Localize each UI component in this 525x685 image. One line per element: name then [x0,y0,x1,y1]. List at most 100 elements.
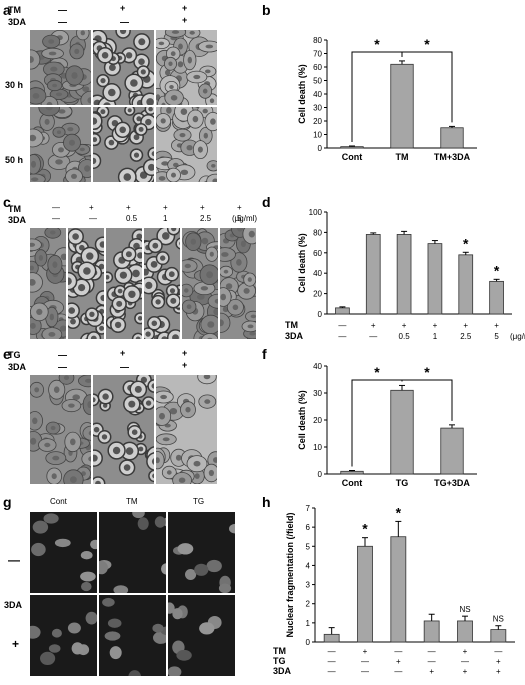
micrograph-image [29,511,98,594]
y-tick-label: 6 [306,523,311,532]
row-value: — [428,657,436,666]
row-value: — [338,321,346,330]
panel-c-row-3da-label: 3DA [8,215,27,225]
bar [440,127,464,149]
micrograph-image [98,511,167,594]
panel-c-header-value: 1 [163,214,168,223]
row-value: — [361,657,369,666]
panel-c-row-tm-label: TM [8,204,21,214]
y-tick-label: 3 [306,581,311,590]
row-label: TM [273,646,286,656]
row-value: + [402,321,407,330]
panel-a-tm-val: + [120,3,126,13]
bar [427,243,443,315]
bar [390,536,407,643]
row-value: — [369,332,377,341]
row-label: TM [285,320,298,330]
chart-f: 0 10 20 30 40 Cell death (%) Cont TG TG+3DA * * [297,362,477,488]
bar [440,427,464,475]
y-tick-label: 1 [306,619,311,628]
micrograph-image [98,594,167,677]
category-label: Cont [342,152,363,162]
row-value: + [496,667,501,676]
significance-annotation: NS [459,605,470,614]
micrograph-image [29,29,92,106]
row-value: 5 [494,332,499,341]
significance-star: * [374,36,380,52]
row-value: — [328,647,336,656]
y-tick-label: 60 [313,63,322,72]
panel-c-header-value: + [237,203,242,212]
row-value: + [463,321,468,330]
y-tick-label: 0 [318,310,323,319]
micrograph-image [67,227,105,340]
y-tick-label: 60 [313,249,322,258]
y-tick-label: 50 [313,77,322,86]
y-tick-label: 7 [306,504,311,513]
significance-bracket [401,379,453,421]
row-value: + [363,647,368,656]
panel-label-c: c [3,194,11,210]
panel-c-header-value: — [52,214,60,223]
y-tick-label: 70 [313,50,322,59]
panel-g-row-plus: + [12,637,20,651]
micrograph-image [92,374,155,485]
row-value: — [328,657,336,666]
row-value: — [328,667,336,676]
panel-g-row-3da: 3DA [4,600,23,610]
row-value: + [429,667,434,676]
y-tick-label: 40 [313,269,322,278]
bar [490,629,507,643]
y-tick-label: 100 [309,208,323,217]
panel-label-g: g [3,494,12,510]
panel-a-3da-val: — [58,17,67,27]
panel-c-header-value: 0.5 [126,214,138,223]
row-value: 1 [433,332,438,341]
panel-c-header-value: 5 [237,214,242,223]
y-tick-label: 20 [313,117,322,126]
y-tick-label: 20 [313,416,322,425]
panel-a-3da-val: — [120,17,129,27]
micrograph-image [29,227,67,340]
significance-annotation: * [396,504,402,520]
significance-annotation: * [362,521,368,537]
panel-c-unit: (μg/ml) [232,214,258,223]
row-value: + [496,657,501,666]
category-label: Cont [342,478,363,488]
y-tick-label: 2 [306,600,311,609]
panel-a-3da-val: + [182,15,188,25]
y-tick-label: 40 [313,362,322,371]
y-axis-title: Cell death (%) [297,64,307,124]
row-value: + [371,321,376,330]
panel-label-f: f [262,346,267,362]
y-axis-title: Nuclear fragmentation (/field) [285,512,295,637]
y-axis-title: Cell death (%) [297,390,307,450]
bar [365,234,381,315]
panel-label-d: d [262,194,271,210]
chart-d: 0 20 40 60 80 100 Cell death (%) * * TM — + + + + +3DA —… [285,208,525,341]
row-label: 3DA [273,666,292,676]
category-label: TM+3DA [434,152,471,162]
micrograph-image [29,374,92,485]
y-axis-title: Cell death (%) [297,233,307,293]
y-tick-label: 10 [313,443,322,452]
panel-c-header-value: + [163,203,168,212]
micrograph-image [143,227,181,340]
panel-a-tm-val: + [182,3,188,13]
bar [357,545,373,643]
micrograph-image [105,227,143,340]
panel-a-time-50h: 50 h [5,155,24,165]
micrograph-image [155,106,218,183]
panel-g-row-minus: — [8,553,20,567]
micrograph-image [92,29,155,106]
category-label: TM [396,152,409,162]
bar [390,63,414,149]
y-tick-label: 20 [313,290,322,299]
bar [390,389,414,475]
row-value: + [494,321,499,330]
y-tick-label: 5 [306,542,311,551]
row-value: + [463,667,468,676]
panel-g-col-cont: Cont [50,497,67,506]
y-tick-label: 80 [313,228,322,237]
significance-star: * [374,364,380,380]
